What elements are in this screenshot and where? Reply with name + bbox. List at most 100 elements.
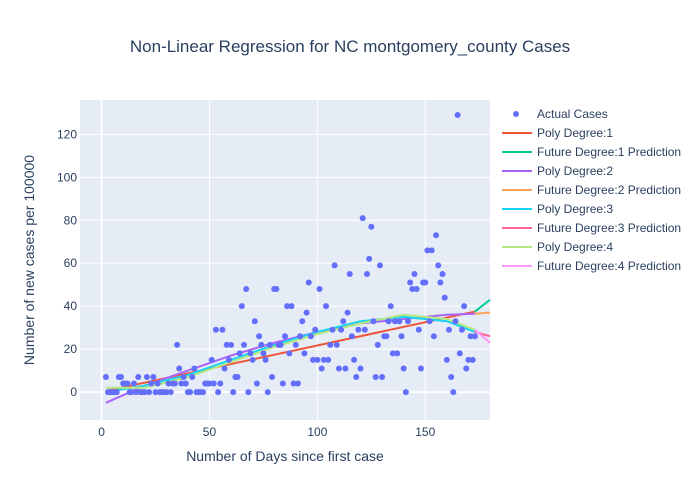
data-point [290,380,297,387]
data-point [348,333,355,340]
data-point [200,389,206,396]
series-line [474,311,491,315]
data-point [346,270,353,277]
data-point [135,374,142,381]
data-point [344,309,351,316]
data-point [150,374,157,381]
chart-title: Non-Linear Regression for NC montgomery_… [130,37,570,56]
data-point [118,374,124,381]
legend-label: Future Degree:2 Prediction [537,183,681,197]
y-axis-ticks: 0 20 40 60 80 100 120 [57,127,77,399]
data-point [225,356,232,363]
data-point [182,380,189,387]
data-point [176,365,183,372]
y-axis-title: Number of new cases per 100000 [21,155,37,365]
data-point [396,318,403,325]
series-line [105,315,476,394]
data-point [450,389,457,396]
data-point [294,380,301,387]
data-point [288,303,295,310]
y-tick-label: 60 [64,256,78,270]
data-point [191,365,198,372]
data-point [329,326,336,333]
series-line [474,329,491,344]
data-point [247,350,254,357]
data-point [407,279,414,286]
data-point [433,232,440,239]
data-point [262,356,269,363]
data-point [372,374,379,381]
data-point [323,303,329,310]
data-point [307,333,314,340]
y-tick-label: 80 [64,213,78,227]
data-point [187,389,194,396]
data-point [152,389,159,396]
data-point [251,318,258,325]
data-point [441,294,448,301]
data-point [212,326,219,333]
data-point [461,303,468,310]
data-point [443,356,450,363]
data-point [422,279,429,286]
data-point [305,279,312,286]
data-point [361,326,368,333]
legend-label: Actual Cases [537,107,608,121]
data-point [258,341,265,348]
data-point [273,285,280,292]
data-point [180,374,187,381]
data-point [236,350,243,357]
data-point [469,356,476,363]
data-point [385,318,392,325]
data-point [286,350,293,357]
data-point [357,365,364,372]
data-point [411,270,418,277]
x-tick-label: 0 [98,425,105,439]
data-point [269,374,276,381]
data-point [389,350,396,357]
y-tick-label: 100 [57,170,77,184]
data-point [167,389,174,396]
data-point [417,365,424,372]
legend: Actual Cases Poly Degree:1 Future Degree:1… [502,107,681,273]
data-point [206,380,213,387]
data-point [314,356,321,363]
x-tick-label: 100 [307,425,327,439]
data-point [292,341,299,348]
data-point [359,215,366,222]
data-point [171,380,178,387]
data-point [379,374,386,381]
x-tick-label: 50 [203,425,217,439]
data-point [133,389,140,396]
data-point [279,380,286,387]
data-point [234,374,241,381]
data-point [333,341,340,348]
data-point [465,356,472,363]
data-point [405,318,411,325]
data-point [327,341,334,348]
data-point [301,350,308,357]
data-point [208,356,215,363]
data-point [174,341,181,348]
y-tick-label: 40 [64,299,78,313]
data-point [430,333,437,340]
data-point [245,389,252,396]
data-point [409,285,416,292]
data-point [374,341,381,348]
data-point [221,365,228,372]
data-point [241,341,247,348]
data-point [130,380,137,387]
data-point [340,318,347,325]
data-point [277,341,284,348]
data-point [223,341,230,348]
data-point [249,356,256,363]
x-axis-ticks: 0 50 100 150 [98,425,435,439]
data-point [310,356,317,363]
series-line [474,298,491,313]
data-point [428,247,435,254]
data-point [238,303,245,310]
y-tick-label: 120 [57,127,77,141]
data-point [253,380,260,387]
y-tick-label: 20 [64,342,78,356]
data-point [243,285,250,292]
